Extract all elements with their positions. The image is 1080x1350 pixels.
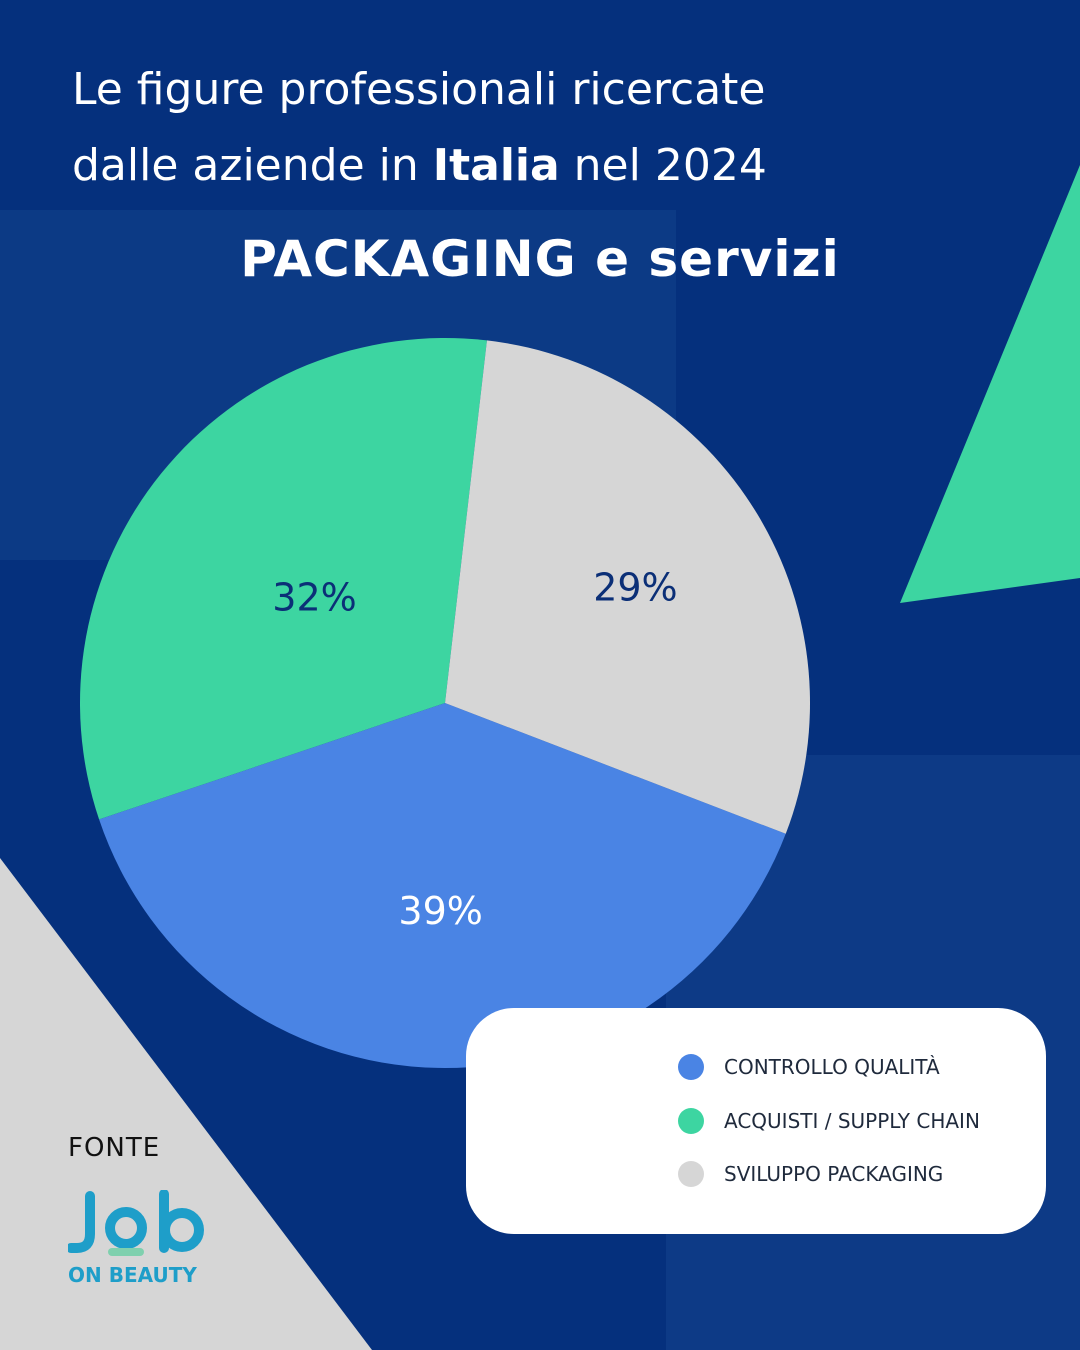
headline-line-2-prefix: dalle aziende in xyxy=(72,140,433,191)
headline-line-2: dalle aziende in Italia nel 2024 xyxy=(72,128,972,204)
legend-item-acquisti-supply-chain: ACQUISTI / SUPPLY CHAIN xyxy=(678,1108,980,1134)
legend-dot-icon xyxy=(678,1108,704,1134)
legend-item-controllo-qualita: CONTROLLO QUALITÀ xyxy=(678,1054,940,1080)
chart-legend: CONTROLLO QUALITÀ ACQUISTI / SUPPLY CHAI… xyxy=(466,1008,1046,1234)
headline-line-1: Le figure professionali ricercate xyxy=(72,64,766,115)
pie-slice-acquisti-supply-chain xyxy=(79,338,487,820)
pie-data-label: 29% xyxy=(593,566,677,610)
legend-label: SVILUPPO PACKAGING xyxy=(724,1162,944,1186)
headline-line-2-suffix: nel 2024 xyxy=(559,140,767,191)
headline-country: Italia xyxy=(432,140,560,191)
pie-data-label: 39% xyxy=(398,889,482,933)
pie-slice-sviluppo-packaging xyxy=(445,340,811,834)
pie-slice-controllo-qualita xyxy=(99,703,786,1068)
legend-item-sviluppo-packaging: SVILUPPO PACKAGING xyxy=(678,1161,943,1187)
job-on-beauty-logo: ON BEAUTY xyxy=(68,1190,204,1287)
chart-title: PACKAGING e servizi xyxy=(240,230,840,288)
source-label: FONTE xyxy=(68,1133,161,1163)
legend-dot-icon xyxy=(678,1054,704,1080)
page-headline: Le figure professionali ricercate dalle … xyxy=(72,52,972,204)
legend-label: CONTROLLO QUALITÀ xyxy=(724,1055,940,1079)
legend-label: ACQUISTI / SUPPLY CHAIN xyxy=(724,1109,980,1133)
logo-text: ON BEAUTY xyxy=(68,1263,197,1287)
pie-data-label: 32% xyxy=(272,575,356,619)
legend-dot-icon xyxy=(678,1161,704,1187)
